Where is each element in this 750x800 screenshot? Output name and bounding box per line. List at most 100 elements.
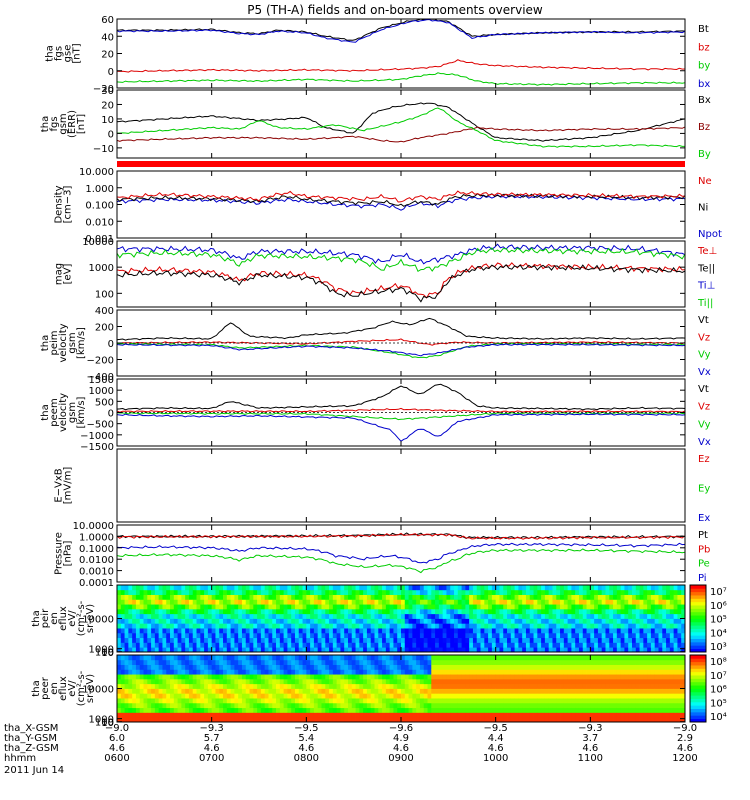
- spectrogram-cell: [226, 669, 231, 675]
- spectrogram-cell: [654, 623, 659, 629]
- spectrogram-cell: [291, 688, 296, 694]
- spectrogram-cell: [431, 717, 436, 723]
- spectrogram-cell: [658, 618, 663, 624]
- spectrogram-cell: [624, 707, 629, 713]
- spectrogram-cell: [135, 693, 141, 699]
- spectrogram-cell: [484, 647, 489, 653]
- spectrogram-cell: [329, 585, 334, 591]
- spectrogram-cell: [662, 613, 667, 619]
- spectrogram-cell: [363, 632, 368, 639]
- spectrogram-cell: [128, 618, 133, 624]
- spectrogram-cell: [427, 647, 432, 653]
- spectrogram-cell: [423, 655, 428, 661]
- spectrogram-cell: [170, 688, 175, 694]
- spectrogram-cell: [204, 642, 209, 648]
- spectrogram-cell: [537, 599, 542, 605]
- spectrogram-cell: [605, 707, 610, 713]
- spectrogram-cell: [389, 589, 394, 595]
- spectrogram-cell: [529, 688, 534, 694]
- spectrogram-cell: [351, 712, 356, 718]
- spectrogram-cell: [435, 604, 440, 610]
- spectrogram-cell: [139, 604, 144, 610]
- spectrogram-cell: [582, 589, 587, 595]
- spectrogram-cell: [234, 642, 239, 648]
- spectrogram-cell: [185, 669, 190, 675]
- spectrogram-cell: [177, 604, 182, 610]
- spectrogram-cell: [260, 659, 266, 665]
- legend-entry: Ne: [698, 176, 712, 187]
- spectrogram-cell: [166, 659, 171, 665]
- spectrogram-cell: [677, 669, 682, 675]
- spectrogram-cell: [344, 632, 349, 639]
- spectrogram-cell: [544, 669, 550, 675]
- spectrogram-cell: [347, 712, 353, 718]
- spectrogram-cell: [279, 707, 285, 713]
- spectrogram-cell: [582, 702, 587, 709]
- spectrogram-cell: [204, 628, 209, 634]
- spectrogram-cell: [560, 589, 565, 595]
- spectrogram-cell: [446, 594, 451, 600]
- spectrogram-cell: [291, 693, 296, 699]
- spectrogram-cell: [332, 669, 338, 675]
- spectrogram-cell: [238, 599, 243, 605]
- spectrogram-cell: [287, 637, 292, 643]
- spectrogram-cell: [438, 698, 444, 704]
- spectrogram-cell: [431, 669, 436, 675]
- spectrogram-cell: [404, 698, 409, 704]
- spectrogram-cell: [575, 618, 580, 624]
- spectrogram-cell: [124, 608, 129, 615]
- spectrogram-cell: [374, 688, 379, 694]
- spectrogram-cell: [260, 678, 266, 685]
- spectrogram-cell: [442, 613, 447, 619]
- spectrogram-cell: [533, 589, 538, 595]
- spectrogram-cell: [650, 717, 656, 723]
- spectrogram-cell: [241, 618, 247, 624]
- spectrogram-cell: [317, 599, 322, 605]
- spectrogram-cell: [488, 702, 493, 709]
- spectrogram-cell: [472, 664, 478, 670]
- spectrogram-cell: [397, 628, 402, 634]
- spectrogram-cell: [525, 608, 531, 615]
- spectrogram-cell: [518, 683, 523, 689]
- spectrogram-cell: [412, 608, 417, 615]
- spectrogram-cell: [639, 623, 644, 629]
- spectrogram-cell: [669, 585, 675, 591]
- spectrogram-cell: [620, 589, 625, 595]
- spectrogram-cell: [166, 674, 171, 680]
- series-line-Ne: [117, 190, 685, 203]
- spectrogram-cell: [597, 628, 603, 634]
- spectrogram-cell: [166, 647, 171, 653]
- spectrogram-cell: [658, 717, 663, 723]
- spectrogram-cell: [283, 623, 288, 629]
- spectrogram-cell: [427, 637, 432, 643]
- spectrogram-cell: [268, 712, 273, 718]
- time-axis-value: 4.6: [109, 743, 125, 754]
- spectrogram-cell: [571, 589, 576, 595]
- spectrogram-cell: [484, 717, 489, 723]
- spectrogram-cell: [454, 613, 459, 619]
- spectrogram-cell: [272, 659, 277, 665]
- colorbar-cell: [690, 681, 706, 686]
- spectrogram-cell: [397, 608, 402, 615]
- spectrogram-cell: [359, 589, 364, 595]
- spectrogram-cell: [597, 618, 603, 624]
- spectrogram-cell: [355, 712, 360, 718]
- spectrogram-cell: [469, 628, 474, 634]
- spectrogram-cell: [454, 637, 459, 643]
- spectrogram-cell: [435, 647, 440, 653]
- spectrogram-cell: [609, 628, 614, 634]
- spectrogram-cell: [412, 623, 417, 629]
- spectrogram-cell: [385, 688, 391, 694]
- spectrogram-cell: [245, 674, 250, 680]
- y-tick-label: 20: [101, 50, 114, 61]
- spectrogram-cell: [628, 655, 633, 661]
- spectrogram-cell: [347, 655, 353, 661]
- spectrogram-cell: [132, 608, 137, 615]
- spectrogram-cell: [669, 618, 675, 624]
- spectrogram-cell: [590, 613, 595, 619]
- spectrogram-cell: [635, 623, 640, 629]
- spectrogram-cell: [491, 702, 497, 709]
- spectrogram-cell: [147, 618, 152, 624]
- spectrogram-cell: [154, 628, 160, 634]
- spectrogram-cell: [173, 618, 178, 624]
